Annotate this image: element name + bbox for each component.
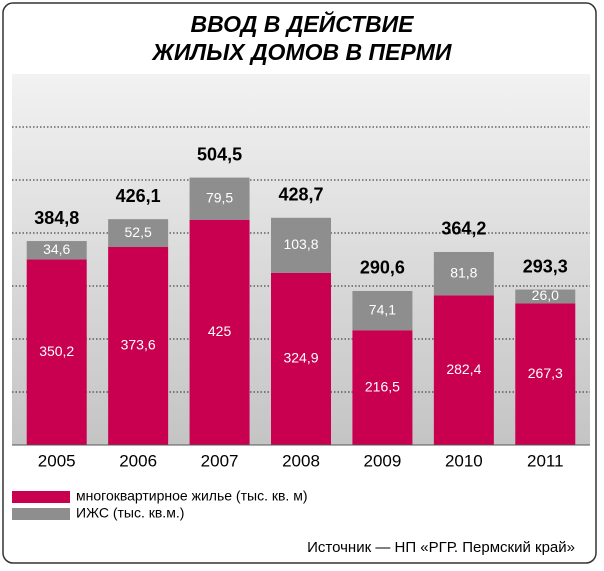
value-label: 282,4 [446, 361, 481, 377]
value-label: 350,2 [39, 343, 74, 359]
x-tick-label: 2009 [364, 451, 402, 470]
value-label: 26,0 [532, 287, 559, 303]
legend-swatch [12, 508, 70, 520]
bar-segment [271, 272, 331, 445]
value-label: 324,9 [283, 350, 318, 366]
bar-segment [189, 177, 250, 220]
bar-segment [189, 219, 250, 445]
value-label: 267,3 [528, 365, 563, 381]
bar-segment [352, 330, 413, 445]
bar-segment [433, 251, 494, 296]
x-tick-label: 2005 [38, 451, 76, 470]
total-label: 504,5 [197, 144, 242, 164]
x-tick-label: 2010 [445, 451, 483, 470]
total-label: 426,1 [116, 186, 161, 206]
source: Источник — НП «РГР. Пермский край» [307, 539, 575, 556]
value-label: 52,5 [125, 224, 152, 240]
legend-label: многоквартирное жилье (тыс. кв. м) [76, 488, 307, 504]
bar-segment [108, 219, 169, 247]
total-label: 428,7 [278, 185, 323, 205]
legend-label: ИЖС (тыс. кв.м.) [76, 505, 184, 521]
x-tick-label: 2007 [201, 451, 239, 470]
bar-segment [271, 217, 331, 273]
total-label: 293,3 [523, 256, 568, 276]
total-label: 364,2 [441, 219, 486, 239]
x-tick-label: 2011 [527, 451, 564, 470]
bar-segment [108, 246, 169, 445]
bar-segment [26, 241, 87, 260]
chart-title: ЖИЛЫХ ДОМОВ В ПЕРМИ [152, 39, 452, 65]
value-label: 373,6 [121, 337, 156, 353]
bar-segment [433, 295, 494, 445]
bar-segment [26, 259, 87, 445]
bar-segment [515, 289, 576, 304]
bar-segment [515, 303, 576, 445]
legend-swatch [12, 491, 70, 503]
total-label: 290,6 [360, 258, 405, 278]
bar-segment [352, 290, 413, 331]
x-tick-label: 2008 [282, 451, 320, 470]
value-label: 103,8 [283, 236, 318, 252]
value-label: 425 [208, 323, 232, 339]
value-label: 79,5 [206, 189, 233, 205]
value-label: 216,5 [365, 378, 400, 394]
total-label: 384,8 [34, 208, 79, 228]
value-label: 34,6 [43, 241, 70, 257]
x-tick-label: 2006 [119, 451, 157, 470]
value-label: 81,8 [450, 264, 477, 280]
value-label: 74,1 [369, 301, 396, 317]
chart-title: ВВОД В ДЕЙСТВИЕ [190, 9, 414, 37]
